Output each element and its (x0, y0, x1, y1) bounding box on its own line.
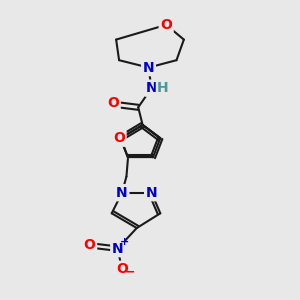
Text: O: O (84, 238, 96, 252)
Text: N: N (146, 81, 157, 95)
Text: O: O (113, 131, 125, 145)
Text: O: O (116, 262, 128, 276)
Text: +: + (120, 237, 130, 247)
Text: O: O (107, 96, 119, 110)
Text: N: N (146, 186, 157, 200)
Text: O: O (160, 18, 172, 32)
Text: N: N (116, 186, 128, 200)
Text: −: − (125, 265, 136, 278)
Text: N: N (112, 242, 123, 256)
Text: N: N (143, 61, 154, 75)
Text: H: H (157, 81, 169, 95)
